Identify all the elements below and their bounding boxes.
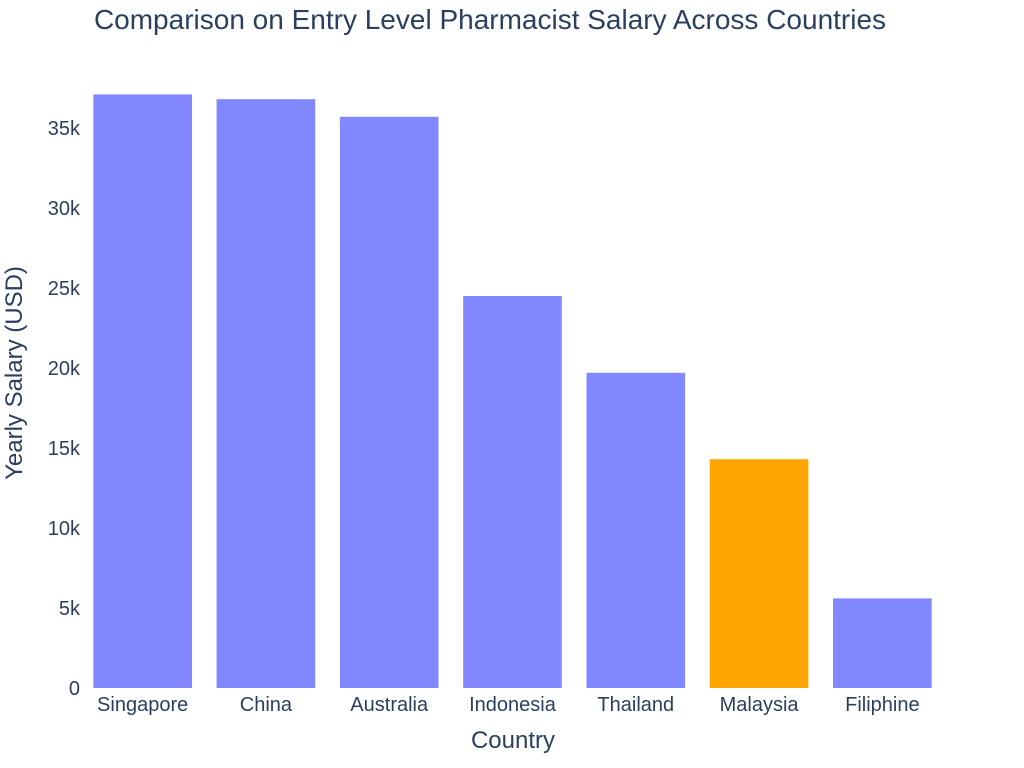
bar-australia[interactable]: [339, 116, 439, 689]
chart-title: Comparison on Entry Level Pharmacist Sal…: [94, 4, 886, 35]
y-tick-label: 25k: [48, 278, 81, 300]
bar-series: [93, 94, 932, 689]
y-tick-label: 15k: [48, 438, 81, 460]
y-axis: 0 5k 10k 15k 20k 25k 30k 35k: [48, 118, 81, 700]
bar-malaysia[interactable]: [709, 459, 809, 688]
x-tick-label: Filiphine: [845, 694, 919, 716]
y-tick-label: 20k: [48, 358, 81, 380]
bar-filiphine[interactable]: [833, 598, 932, 688]
y-tick-label: 30k: [48, 198, 81, 220]
y-axis-title: Yearly Salary (USD): [1, 266, 28, 480]
x-tick-label: Thailand: [597, 694, 674, 716]
y-tick-label: 0: [69, 678, 80, 700]
y-tick-label: 10k: [48, 518, 81, 540]
y-tick-label: 35k: [48, 118, 81, 140]
bar-indonesia[interactable]: [463, 296, 562, 688]
x-tick-label: China: [240, 694, 293, 716]
y-tick-label: 5k: [59, 598, 81, 620]
x-axis-title: Country: [471, 727, 555, 754]
x-tick-label: Singapore: [97, 694, 188, 716]
bar-thailand[interactable]: [586, 372, 686, 688]
x-tick-label: Australia: [350, 694, 429, 716]
x-tick-label: Malaysia: [720, 694, 800, 716]
x-axis: Singapore China Australia Indonesia Thailand…: [97, 694, 920, 716]
x-tick-label: Indonesia: [469, 694, 557, 716]
bar-china[interactable]: [216, 99, 316, 688]
bar-singapore[interactable]: [93, 94, 192, 688]
